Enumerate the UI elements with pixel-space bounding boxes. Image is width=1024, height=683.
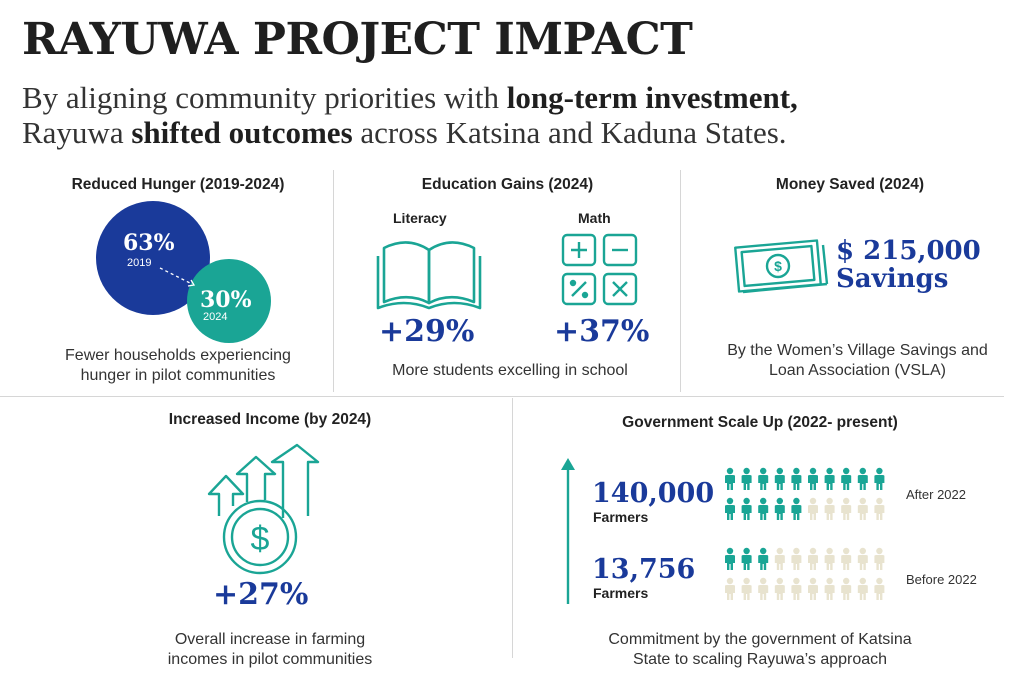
person-icon bbox=[774, 497, 785, 520]
person-icon bbox=[857, 467, 868, 490]
person-icon bbox=[774, 577, 785, 600]
divider bbox=[680, 170, 681, 392]
person-icon bbox=[758, 497, 769, 520]
after-2022-unit: Farmers bbox=[593, 509, 649, 525]
svg-text:$: $ bbox=[774, 258, 782, 274]
income-panel-title: Increased Income (by 2024) bbox=[168, 411, 372, 428]
person-icon bbox=[824, 467, 835, 490]
hunger-2019-year: 2019 bbox=[127, 257, 152, 269]
person-icon bbox=[791, 467, 802, 490]
person-icon bbox=[774, 547, 785, 570]
person-icon bbox=[808, 467, 818, 490]
person-icon bbox=[741, 577, 752, 600]
literacy-value: +29% bbox=[379, 314, 475, 349]
person-icon bbox=[741, 547, 752, 570]
hunger-caption: Fewer households experiencing hunger in … bbox=[65, 347, 291, 384]
math-label: Math bbox=[578, 210, 611, 226]
after-2022-label: After 2022 bbox=[906, 487, 966, 502]
person-icon bbox=[824, 547, 835, 570]
hunger-2024-value: 30% bbox=[200, 287, 252, 313]
person-icon bbox=[758, 467, 769, 490]
divider bbox=[512, 398, 513, 658]
person-icon bbox=[857, 497, 868, 520]
hunger-2024-year: 2024 bbox=[203, 311, 228, 323]
person-icon bbox=[808, 547, 818, 570]
education-panel-title: Education Gains (2024) bbox=[421, 176, 594, 193]
person-icon bbox=[874, 497, 885, 520]
person-icon bbox=[824, 497, 835, 520]
person-icon bbox=[857, 577, 868, 600]
before-2022-label: Before 2022 bbox=[906, 572, 977, 587]
page-subtitle: By aligning community priorities with lo… bbox=[22, 80, 798, 150]
person-icon bbox=[841, 497, 852, 520]
education-caption: More students excelling in school bbox=[392, 362, 628, 379]
person-icon bbox=[874, 467, 885, 490]
page-title: RAYUWA PROJECT IMPACT bbox=[22, 14, 693, 65]
person-icon bbox=[874, 547, 885, 570]
money-amount: $ 215,000 bbox=[836, 236, 981, 266]
bubble-2019 bbox=[96, 201, 210, 315]
money-amount-label: Savings bbox=[836, 264, 949, 294]
government-caption: Commitment by the government of Katsina … bbox=[608, 631, 912, 668]
divider bbox=[333, 170, 334, 392]
person-icon bbox=[841, 577, 852, 600]
person-icon bbox=[725, 467, 735, 490]
divider bbox=[0, 396, 1004, 397]
after-2022-value: 140,000 bbox=[592, 478, 715, 509]
person-icon bbox=[857, 547, 868, 570]
person-icon bbox=[725, 497, 735, 520]
person-icon bbox=[774, 467, 785, 490]
hunger-2019-value: 63% bbox=[123, 230, 175, 256]
before-2022-unit: Farmers bbox=[593, 585, 649, 601]
person-icon bbox=[791, 577, 802, 600]
person-icon bbox=[725, 577, 735, 600]
person-icon bbox=[874, 577, 885, 600]
income-caption: Overall increase in farming incomes in p… bbox=[167, 631, 373, 668]
person-icon bbox=[741, 497, 752, 520]
person-icon bbox=[725, 547, 735, 570]
money-caption: By the Women’s Village Savings and Loan … bbox=[727, 342, 988, 379]
money-panel-title: Money Saved (2024) bbox=[775, 176, 925, 193]
svg-text:$: $ bbox=[251, 520, 270, 558]
person-icon bbox=[741, 467, 752, 490]
before-2022-value: 13,756 bbox=[592, 554, 696, 585]
person-icon bbox=[841, 467, 852, 490]
person-icon bbox=[758, 547, 769, 570]
math-value: +37% bbox=[554, 314, 650, 349]
hunger-panel-title: Reduced Hunger (2019-2024) bbox=[71, 176, 285, 193]
government-panel-title: Government Scale Up (2022- present) bbox=[622, 414, 898, 431]
person-icon bbox=[758, 577, 769, 600]
person-icon bbox=[791, 547, 802, 570]
literacy-label: Literacy bbox=[393, 210, 447, 226]
person-icon bbox=[791, 497, 802, 520]
person-icon bbox=[841, 547, 852, 570]
income-value: +27% bbox=[213, 577, 309, 612]
person-icon bbox=[808, 497, 818, 520]
person-icon bbox=[808, 577, 818, 600]
person-icon bbox=[824, 577, 835, 600]
bubble-2024 bbox=[187, 259, 271, 343]
